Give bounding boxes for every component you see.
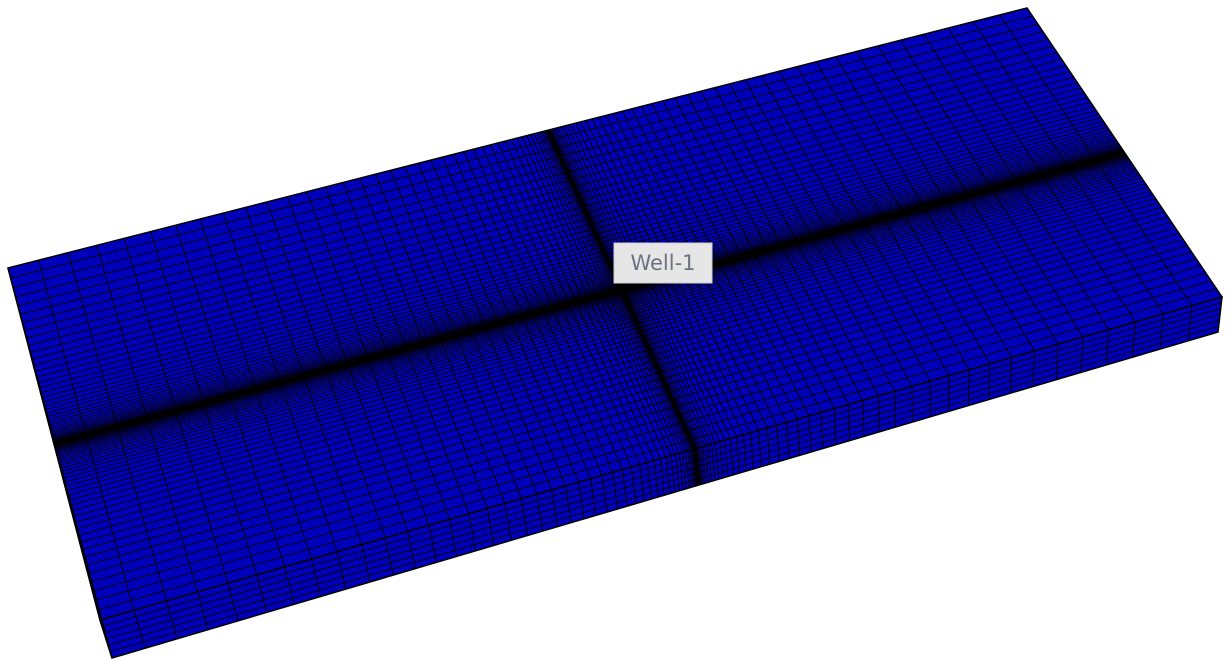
mesh bbox=[8, 8, 1222, 658]
mesh-view: Well-1 bbox=[0, 0, 1231, 660]
page: Well-1 (() => { const data = JSON.parse(… bbox=[0, 0, 1231, 660]
well-label: Well-1 bbox=[630, 251, 695, 275]
